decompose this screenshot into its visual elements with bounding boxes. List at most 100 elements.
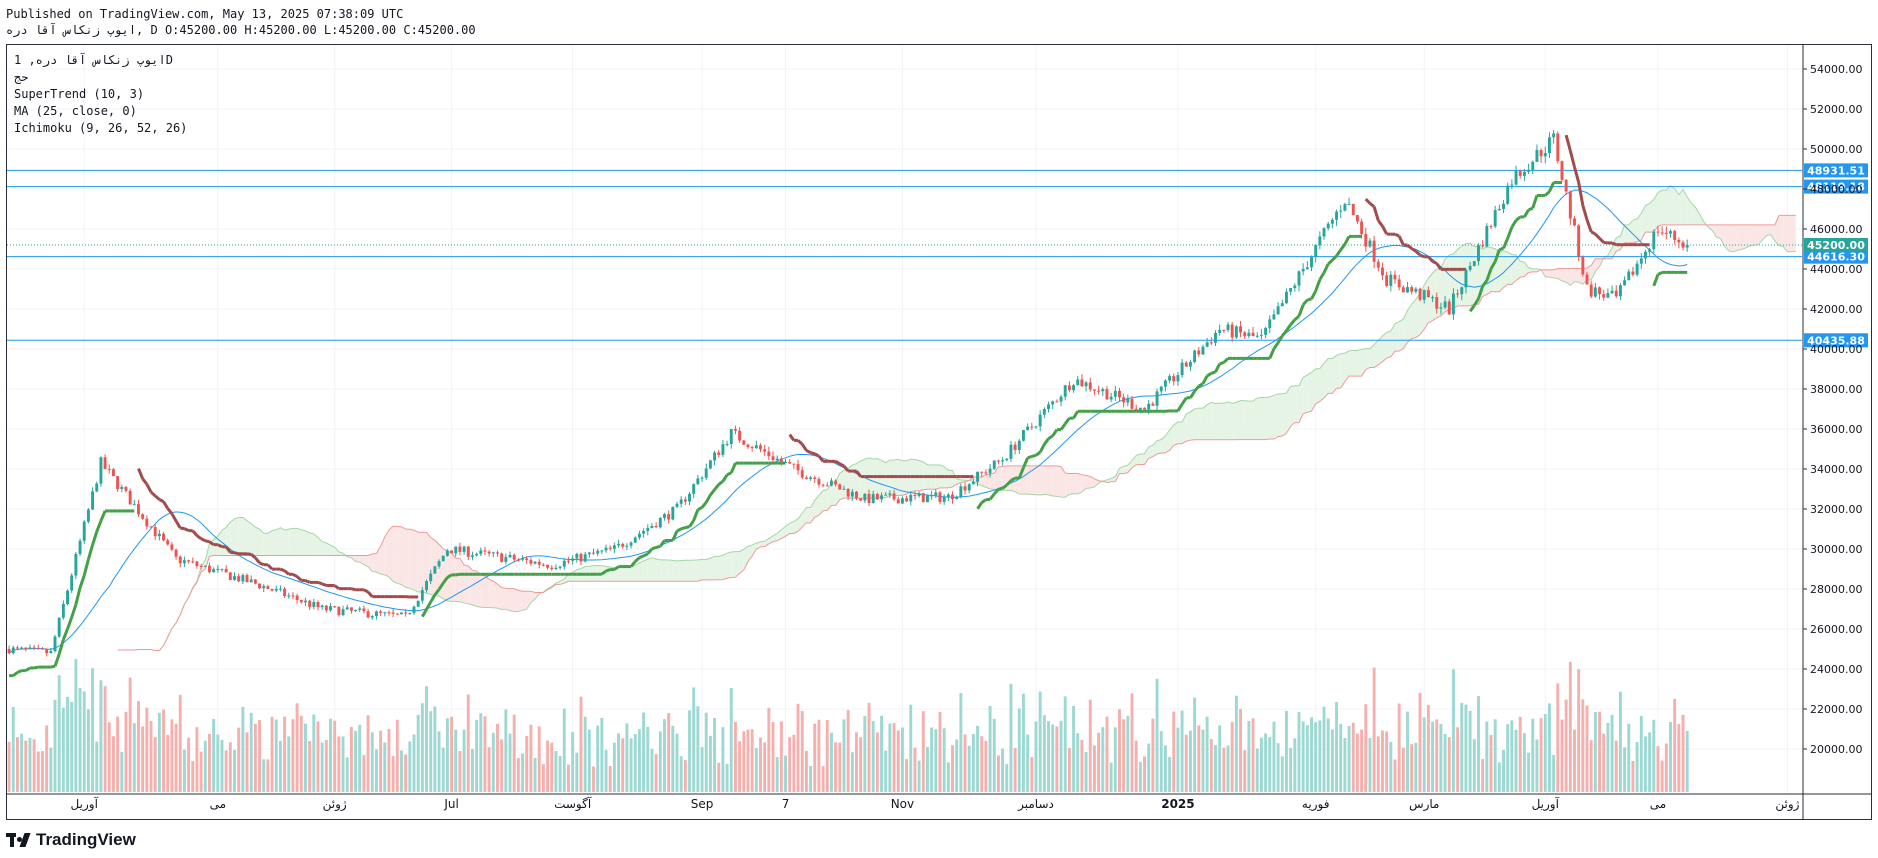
volume-bar [963,734,967,792]
cloud-segment [702,559,707,580]
candle-body [36,647,40,649]
candle [28,644,32,650]
candle [1080,374,1084,387]
volume-bar [700,747,704,792]
supertrend-segment [1515,215,1522,222]
legend-symbol[interactable]: ايوپ زنکاس آقا دره, 1D [14,53,173,67]
supertrend-segment [655,544,661,549]
candle [458,542,462,556]
volume-bar [1652,719,1656,792]
volume-bar [1393,759,1397,792]
volume-bar [1631,760,1635,792]
candle [1218,324,1222,336]
candle [1426,286,1430,298]
candle-body [955,496,959,500]
legend-volume[interactable]: حج [14,70,29,84]
supertrend-segment [16,669,23,674]
candle [466,545,470,561]
candle [913,491,917,500]
supertrend-segment [1198,382,1204,388]
cloud-segment [1061,466,1066,498]
candle [1214,330,1217,347]
legend-supertrend[interactable]: SuperTrend (10, 3) [14,87,145,101]
candle-body [1268,319,1272,328]
legend-ma[interactable]: MA (25, close, 0) [14,104,137,118]
candle-body [1493,210,1497,227]
candle-body [1076,379,1080,386]
cloud-segment [1031,465,1036,495]
volume-bar [153,736,157,792]
volume-bar [946,762,950,792]
volume-bar [1197,725,1201,792]
candle-body [32,647,36,649]
candle [345,604,349,610]
volume-bar [930,727,934,792]
candle-body [178,556,182,564]
volume-bar [1280,756,1284,792]
volume-bar [1017,708,1021,792]
candle-body [855,491,858,499]
volume-bar [228,742,232,792]
cloud-segment [994,466,999,491]
candle [792,463,796,469]
cloud-segment [614,567,619,582]
candle [1101,387,1105,397]
legend-ichimoku[interactable]: Ichimoku (9, 26, 52, 26) [14,121,188,135]
candle [1673,229,1677,245]
volume-bar [266,759,270,792]
cloud-segment [1248,401,1254,440]
chart-frame[interactable] [6,44,1872,820]
supertrend-segment [1214,363,1222,373]
supertrend-segment [1477,285,1485,300]
candle-body [1193,350,1197,363]
candle-body [742,440,746,445]
candle-body [1335,211,1339,220]
time-tick-label: می [1650,797,1666,811]
candle-body [258,583,262,589]
cloud-segment [1470,243,1475,306]
volume-bar [859,737,863,792]
candle [1239,320,1243,338]
cloud-segment [1465,243,1471,306]
candle-body [1464,269,1468,288]
candle-body [1573,218,1576,226]
candle [892,489,896,502]
candle-body [1552,133,1556,138]
volume-bar [1330,729,1334,792]
supertrend-segment [166,507,174,515]
cloud-segment [668,560,673,582]
volume-bar [821,766,825,792]
candle-body [228,572,232,580]
supertrend-segment [145,483,153,493]
cloud-segment [1056,465,1062,498]
candle-body [1593,287,1597,297]
cloud-segment [1219,403,1224,440]
volume-bar [1673,698,1677,792]
cloud-segment [643,559,648,582]
candle [1627,269,1631,281]
candle-body [295,595,299,600]
cloud-segment [1190,408,1195,441]
volume-bar [237,727,241,792]
candle [207,562,211,574]
cloud-segment [1257,397,1262,440]
cloud-segment [1386,331,1391,359]
cloud-segment [1232,402,1237,440]
candle-body [704,468,708,478]
supertrend-segment [1289,318,1296,326]
volume-bar [1422,717,1426,792]
candle [900,496,904,505]
supertrend-segment [258,561,265,567]
candle [1381,262,1384,281]
candle [1489,224,1493,230]
candle [855,490,858,501]
candle [475,552,479,557]
candle [875,492,879,500]
volume-bar [896,730,900,792]
cloud-segment [827,483,832,511]
volume-bar [383,742,387,792]
volume-bar [884,750,888,792]
volume-bar [1268,736,1272,792]
candle [884,492,888,496]
